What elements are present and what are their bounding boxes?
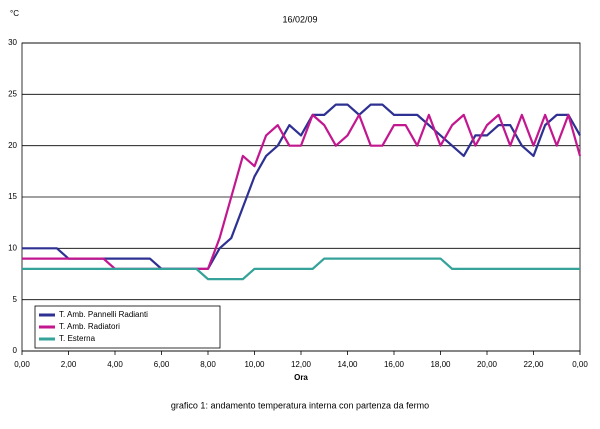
y-tick-label: 5 bbox=[13, 295, 18, 304]
chart-title: 16/02/09 bbox=[282, 14, 317, 24]
legend-label: T. Amb. Pannelli Radianti bbox=[59, 310, 148, 319]
y-tick-label: 10 bbox=[8, 243, 17, 252]
y-tick-label: 20 bbox=[8, 141, 17, 150]
x-tick-label: 0,00 bbox=[572, 360, 588, 369]
x-tick-label: 10,00 bbox=[244, 360, 265, 369]
legend-label: T. Esterna bbox=[59, 334, 96, 343]
y-tick-label: 30 bbox=[8, 38, 17, 47]
y-tick-label: 0 bbox=[13, 346, 18, 355]
x-tick-label: 0,00 bbox=[14, 360, 30, 369]
y-tick-label: 15 bbox=[8, 192, 17, 201]
x-tick-label: 18,00 bbox=[430, 360, 451, 369]
x-axis-label: Ora bbox=[294, 373, 308, 382]
x-tick-label: 4,00 bbox=[107, 360, 123, 369]
y-unit: °C bbox=[10, 9, 19, 18]
x-tick-label: 8,00 bbox=[200, 360, 216, 369]
series-line bbox=[22, 257, 580, 281]
x-tick-label: 14,00 bbox=[337, 360, 358, 369]
x-tick-label: 6,00 bbox=[154, 360, 170, 369]
x-tick-label: 12,00 bbox=[291, 360, 312, 369]
x-tick-label: 22,00 bbox=[523, 360, 544, 369]
legend-label: T. Amb. Radiatori bbox=[59, 322, 120, 331]
series-line bbox=[22, 113, 582, 270]
legend-box bbox=[34, 305, 221, 349]
x-tick-label: 2,00 bbox=[61, 360, 77, 369]
x-tick-label: 16,00 bbox=[384, 360, 405, 369]
series-line bbox=[22, 103, 581, 270]
x-tick-label: 20,00 bbox=[477, 360, 498, 369]
caption: grafico 1: andamento temperatura interna… bbox=[171, 400, 429, 410]
y-tick-label: 25 bbox=[8, 89, 17, 98]
